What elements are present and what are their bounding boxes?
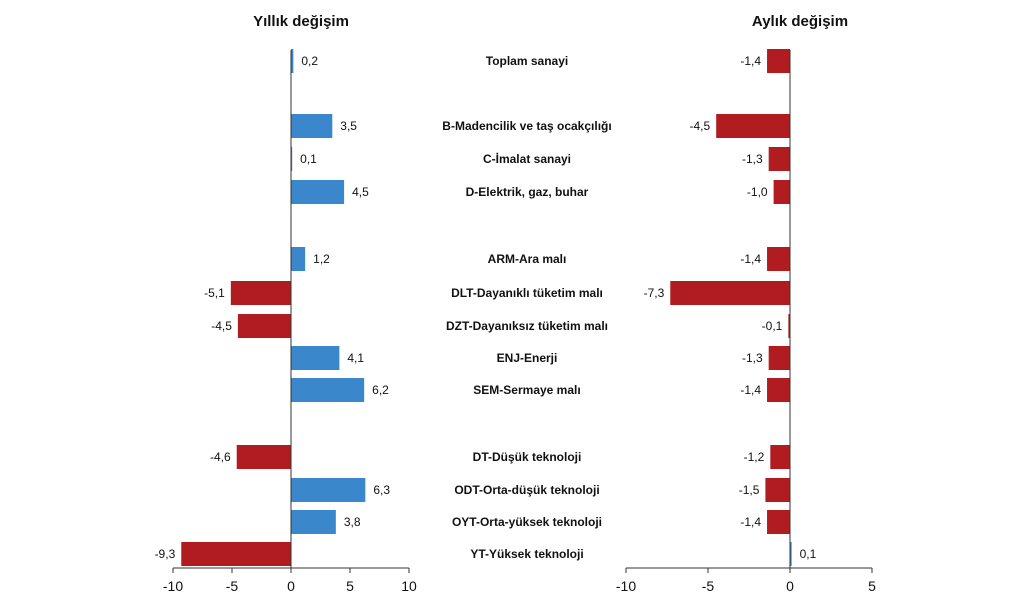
bar	[181, 542, 291, 566]
category-label: DZT-Dayanıksız tüketim malı	[446, 319, 608, 333]
monthly-change-title: Aylık değişim	[752, 13, 848, 30]
x-tick-label: 0	[287, 578, 295, 594]
category-label: YT-Yüksek teknoloji	[470, 547, 583, 561]
category-label: ENJ-Enerji	[497, 351, 558, 365]
category-label: ARM-Ara malı	[488, 252, 567, 266]
data-label: -7,3	[644, 286, 665, 300]
bar	[291, 247, 306, 271]
data-label: -1,3	[742, 152, 763, 166]
category-label: B-Madencilik ve taş ocakçılığı	[442, 119, 611, 133]
category-label: DT-Düşük teknoloji	[473, 450, 582, 464]
data-label: -1,0	[747, 185, 768, 199]
bar	[237, 314, 291, 338]
monthly-x-axis: -10 -5 0 5	[616, 50, 876, 594]
data-label: -1,4	[740, 515, 761, 529]
annual-x-axis: -10 -5 0 5 10	[163, 50, 417, 594]
bar	[765, 478, 790, 502]
data-label: 0,1	[300, 152, 317, 166]
data-label: -4,5	[211, 319, 232, 333]
category-label: SEM-Sermaye malı	[473, 383, 580, 397]
bar	[768, 346, 790, 370]
x-tick-label: -10	[616, 578, 636, 594]
bar	[291, 378, 365, 402]
data-label: 4,5	[352, 185, 369, 199]
bar	[767, 247, 790, 271]
bar	[767, 49, 790, 73]
annual-change-title: Yıllık değişim	[253, 13, 349, 30]
bar	[291, 478, 366, 502]
data-label: -4,6	[210, 450, 231, 464]
x-tick-label: -5	[702, 578, 715, 594]
category-label: C-İmalat sanayi	[483, 151, 571, 166]
data-label: -1,5	[739, 483, 760, 497]
monthly-data-labels: -1,4 -4,5 -1,3 -1,0 -1,4 -7,3 -0,1 -1,3 -1,4 -1,2…	[644, 54, 817, 561]
data-label: -4,5	[690, 119, 711, 133]
category-label: DLT-Dayanıklı tüketim malı	[451, 286, 603, 300]
bar	[291, 180, 345, 204]
data-label: -1,4	[740, 54, 761, 68]
bar	[790, 542, 792, 566]
bar	[291, 49, 294, 73]
annual-bars	[181, 49, 366, 566]
data-label: -9,3	[155, 547, 176, 561]
annual-change-panel: Yıllık değişim 0,2 3,5 0,1 4,5 1,2 -5,1 -4,5 4,…	[155, 13, 417, 594]
bar	[768, 147, 790, 171]
data-label: -1,2	[744, 450, 765, 464]
category-labels: Toplam sanayi B-Madencilik ve taş ocakçıl…	[442, 54, 611, 561]
data-label: -1,3	[742, 351, 763, 365]
bar	[291, 346, 340, 370]
data-label: 1,2	[313, 252, 330, 266]
bar	[291, 510, 336, 534]
bar	[716, 114, 790, 138]
data-label: -1,4	[740, 252, 761, 266]
data-label: 0,1	[800, 547, 817, 561]
bar	[291, 147, 293, 171]
bar	[767, 510, 790, 534]
bar	[230, 281, 291, 305]
x-tick-label: -10	[163, 578, 183, 594]
data-label: 6,3	[373, 483, 390, 497]
data-label: -0,1	[762, 319, 783, 333]
bar	[236, 445, 291, 469]
bar	[788, 314, 790, 338]
category-label: Toplam sanayi	[486, 54, 568, 68]
category-label: D-Elektrik, gaz, buhar	[466, 185, 589, 199]
data-label: -1,4	[740, 383, 761, 397]
data-label: -5,1	[204, 286, 225, 300]
bar	[773, 180, 790, 204]
bar	[670, 281, 790, 305]
x-tick-label: -5	[226, 578, 239, 594]
monthly-bars	[670, 49, 792, 566]
x-tick-label: 5	[346, 578, 354, 594]
category-label: ODT-Orta-düşük teknoloji	[454, 483, 599, 497]
category-label: OYT-Orta-yüksek teknoloji	[452, 515, 602, 529]
annual-data-labels: 0,2 3,5 0,1 4,5 1,2 -5,1 -4,5 4,1 6,2 -4,6 6,3 3,8 -…	[155, 54, 391, 561]
data-label: 4,1	[347, 351, 364, 365]
bar	[770, 445, 790, 469]
bar	[291, 114, 333, 138]
x-tick-label: 10	[401, 578, 417, 594]
x-tick-label: 0	[786, 578, 794, 594]
x-tick-label: 5	[868, 578, 876, 594]
data-label: 0,2	[301, 54, 318, 68]
data-label: 6,2	[372, 383, 389, 397]
data-label: 3,5	[340, 119, 357, 133]
monthly-change-panel: Aylık değişim -1,4 -4,5 -1,3 -1,0 -1,4 -7,3 -0…	[616, 13, 876, 594]
bar	[767, 378, 790, 402]
data-label: 3,8	[344, 515, 361, 529]
